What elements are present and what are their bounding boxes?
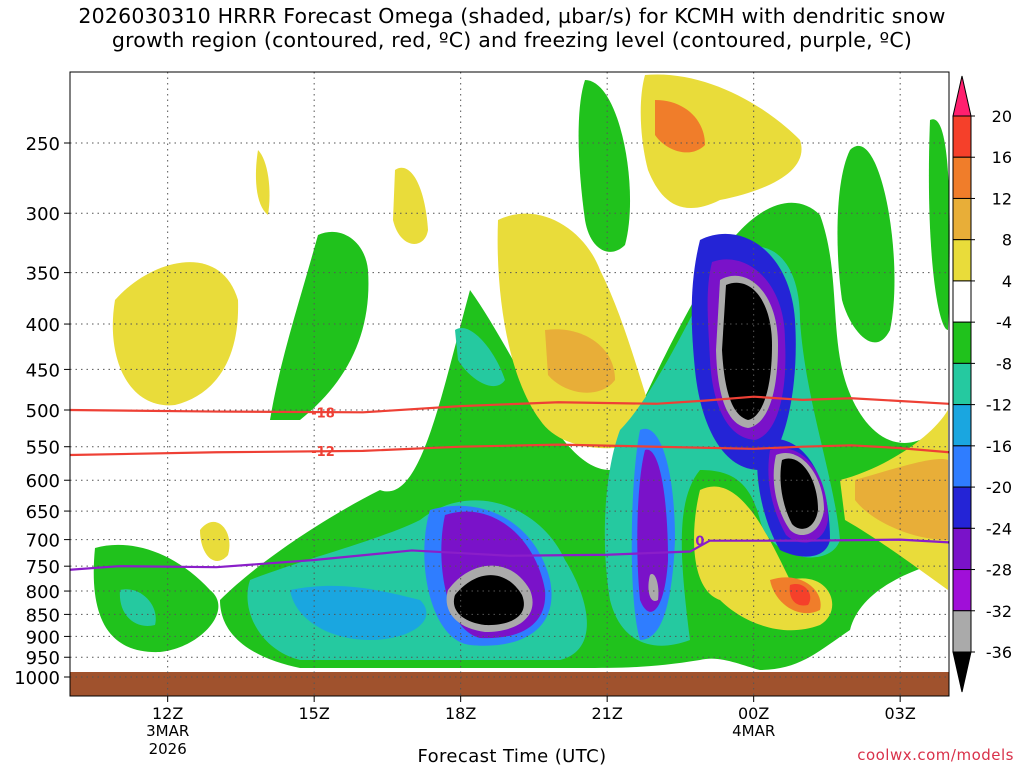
plot-frame bbox=[69, 71, 950, 697]
x-tick-label: 18Z bbox=[445, 704, 476, 723]
x-tick-label: 03Z bbox=[885, 704, 916, 723]
surface-ground bbox=[70, 672, 949, 696]
y-tick-label: 1000 bbox=[14, 668, 60, 689]
omega-orange-region bbox=[855, 459, 948, 540]
plot-area bbox=[70, 74, 950, 696]
contour-dgz-minus18 bbox=[69, 395, 950, 414]
x-tick-date: 3MAR bbox=[146, 722, 189, 740]
y-tick-label: 550 bbox=[26, 438, 60, 459]
colorbar: 20 16 12 8 4 -4 -8 -12 -16 -20 -24 -28 -32 -36 bbox=[952, 75, 1012, 693]
colorbar-label: -28 bbox=[986, 561, 1012, 580]
omega-black-region bbox=[453, 575, 524, 626]
contour-label: -12 bbox=[311, 445, 335, 460]
y-tick-label: 600 bbox=[26, 471, 60, 492]
contour-dgz-minus12 bbox=[69, 443, 950, 457]
contour-freezing-level bbox=[69, 538, 950, 571]
omega-black-region bbox=[722, 282, 772, 420]
colorbar-segment bbox=[952, 569, 972, 612]
colorbar-label: -32 bbox=[986, 602, 1012, 621]
omega-green-region bbox=[93, 544, 219, 653]
colorbar-segment bbox=[952, 610, 972, 653]
y-axis: 2503003504004505005506006507007508008509… bbox=[14, 134, 70, 689]
title-line-1: 2026030310 HRRR Forecast Omega (shaded, … bbox=[78, 4, 946, 28]
colorbar-segment bbox=[952, 404, 972, 447]
omega-yellow-region bbox=[200, 521, 230, 561]
colorbar-segment bbox=[952, 280, 972, 323]
colorbar-label: -36 bbox=[986, 643, 1012, 662]
credit-link[interactable]: coolwx.com/models bbox=[857, 746, 1014, 764]
colorbar-segment bbox=[952, 156, 972, 199]
title-line-2: growth region (contoured, red, ºC) and f… bbox=[111, 28, 913, 52]
colorbar-top-triangle bbox=[952, 75, 972, 117]
x-axis-label: Forecast Time (UTC) bbox=[417, 746, 607, 767]
omega-blue-region bbox=[290, 585, 427, 640]
omega-yellow-region bbox=[112, 262, 239, 406]
colorbar-label: 8 bbox=[1002, 231, 1012, 250]
y-tick-label: 800 bbox=[26, 582, 60, 603]
contours: -18 -12 0 bbox=[69, 395, 950, 571]
omega-teal-region bbox=[119, 589, 156, 626]
contour-label: 0 bbox=[695, 535, 704, 550]
y-tick-label: 250 bbox=[26, 134, 60, 155]
x-tick-label: 00Z bbox=[738, 704, 769, 723]
colorbar-segment bbox=[952, 527, 972, 571]
omega-green-region bbox=[270, 231, 369, 420]
y-tick-label: 450 bbox=[26, 360, 60, 381]
omega-black-region bbox=[780, 458, 818, 529]
y-tick-label: 700 bbox=[26, 531, 60, 552]
colorbar-segment bbox=[952, 239, 972, 282]
y-tick-label: 750 bbox=[26, 557, 60, 578]
y-tick-label: 650 bbox=[26, 502, 60, 523]
y-tick-label: 850 bbox=[26, 605, 60, 626]
omega-orange-region bbox=[545, 329, 615, 393]
x-tick-label: 12Z bbox=[152, 704, 183, 723]
colorbar-segment bbox=[952, 445, 972, 488]
colorbar-label: -20 bbox=[986, 478, 1012, 497]
colorbar-label: 4 bbox=[1002, 272, 1012, 291]
y-tick-label: 350 bbox=[26, 264, 60, 285]
colorbar-segment bbox=[952, 197, 972, 241]
omega-teal-region bbox=[455, 328, 505, 387]
colorbar-label: 16 bbox=[992, 148, 1012, 167]
chart-title: 2026030310 HRRR Forecast Omega (shaded, … bbox=[0, 4, 1024, 52]
omega-shading bbox=[93, 74, 950, 670]
omega-gray-region bbox=[648, 574, 659, 601]
colorbar-label: 20 bbox=[992, 107, 1012, 126]
y-tick-label: 950 bbox=[26, 648, 60, 669]
colorbar-label: -12 bbox=[986, 396, 1012, 415]
omega-green-region bbox=[928, 119, 950, 330]
colorbar-bottom-triangle bbox=[952, 651, 972, 693]
omega-yellow-region bbox=[393, 167, 428, 244]
y-tick-label: 300 bbox=[26, 204, 60, 225]
colorbar-segment bbox=[952, 115, 972, 158]
omega-red-region bbox=[789, 584, 811, 606]
omega-orange-region bbox=[655, 100, 705, 153]
omega-green-region bbox=[578, 80, 631, 252]
colorbar-label: -24 bbox=[986, 519, 1012, 538]
colorbar-segment bbox=[952, 362, 972, 406]
colorbar-segment bbox=[952, 486, 972, 529]
colorbar-label: 12 bbox=[992, 189, 1012, 208]
x-tick-label: 21Z bbox=[592, 704, 623, 723]
colorbar-label: -16 bbox=[986, 437, 1012, 456]
colorbar-segment bbox=[952, 321, 972, 364]
omega-yellow-region bbox=[255, 150, 270, 215]
x-tick-date: 4MAR bbox=[732, 722, 775, 740]
colorbar-label: -4 bbox=[996, 313, 1012, 332]
x-tick-year: 2026 bbox=[149, 740, 187, 758]
omega-purple-region bbox=[637, 449, 668, 612]
colorbar-label: -8 bbox=[996, 354, 1012, 373]
y-tick-label: 400 bbox=[26, 315, 60, 336]
omega-green-region bbox=[837, 145, 895, 343]
y-tick-label: 500 bbox=[26, 401, 60, 422]
x-tick-label: 15Z bbox=[299, 704, 330, 723]
y-tick-label: 900 bbox=[26, 627, 60, 648]
contour-label: -18 bbox=[311, 406, 335, 421]
